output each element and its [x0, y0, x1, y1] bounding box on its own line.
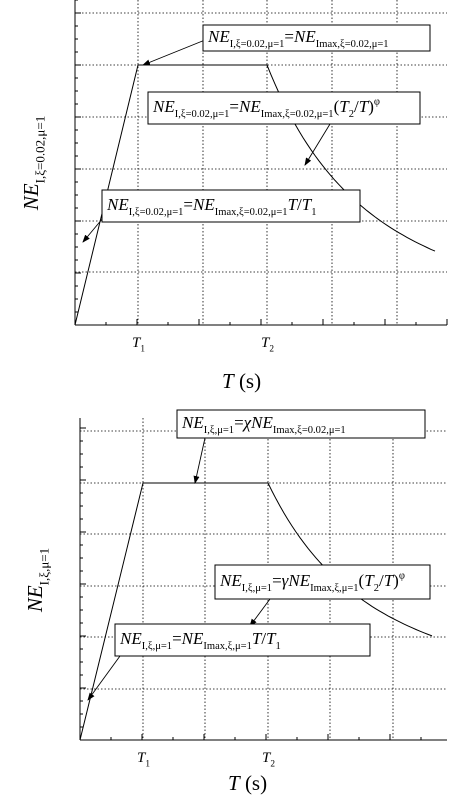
- text-part: =: [229, 97, 239, 116]
- text-part: T: [222, 369, 235, 393]
- text-part: (s): [234, 369, 261, 393]
- text-part: (s): [240, 771, 267, 795]
- text-part: I,ξ,μ=1: [242, 583, 272, 594]
- text-part: T: [137, 750, 147, 766]
- annotation-text: NEI,ξ=0.02,μ=1=NEImax,ξ=0.02,μ=1(T2/T)φ: [152, 96, 380, 120]
- text-part: /: [297, 195, 302, 214]
- text-part: Imax,ξ=0.02,μ=1: [273, 425, 346, 436]
- text-part: 1: [145, 760, 150, 770]
- x-axis-label: T (s): [222, 369, 261, 393]
- text-part: 2: [270, 760, 275, 770]
- annotation-box: [114, 623, 371, 657]
- annotation-text: NEI,ξ=0.02,μ=1=NEImax,ξ=0.02,μ=1T/T1: [106, 195, 317, 218]
- text-part: Imax,ξ=0.02,μ=1: [261, 109, 334, 120]
- text-part: T: [266, 629, 277, 648]
- text-part: Imax,ξ,μ=1: [310, 583, 358, 594]
- annotation-box: [147, 91, 421, 125]
- text-part: T: [288, 195, 299, 214]
- text-part: I,ξ=0.02,μ=1: [129, 207, 184, 218]
- text-part: T: [228, 771, 241, 795]
- annotation-arrow: [249, 598, 271, 627]
- annotation-text: NEI,ξ,μ=1=γNEImax,ξ,μ=1(T2/T)φ: [219, 570, 405, 594]
- text-part: /: [261, 629, 266, 648]
- text-part: NE: [207, 27, 230, 46]
- annotation-box: [214, 564, 431, 600]
- text-part: I,ξ=0.02,μ=1: [32, 116, 47, 184]
- x-tick-label: T1: [132, 335, 145, 355]
- text-part: T: [261, 335, 271, 351]
- text-part: NE: [250, 413, 273, 432]
- text-part: ): [368, 97, 374, 116]
- text-part: Imax,ξ=0.02,μ=1: [316, 39, 389, 50]
- text-part: (: [334, 97, 340, 116]
- annotation-box: [101, 189, 361, 223]
- annotation-arrow: [304, 123, 331, 166]
- text-part: =: [284, 27, 294, 46]
- text-part: /: [379, 571, 384, 590]
- text-part: NE: [287, 571, 310, 590]
- text-part: NE: [192, 195, 215, 214]
- annotation-arrow: [193, 437, 206, 484]
- text-part: T: [302, 195, 313, 214]
- x-tick-label: T2: [262, 750, 275, 770]
- y-axis-label: NEI,ξ,μ=1: [23, 548, 51, 613]
- spectrum-curve: [79, 482, 433, 741]
- text-part: NE: [19, 183, 43, 211]
- chart: T1 T2T (s)NEI,ξ=0.02,μ=1NEI,ξ=0.02,μ=1=NE…: [19, 0, 448, 393]
- text-part: /: [354, 97, 359, 116]
- text-part: =: [234, 413, 244, 432]
- y-axis-label: NEI,ξ=0.02,μ=1: [19, 116, 47, 211]
- annotation-arrow: [142, 39, 206, 66]
- text-part: I,ξ,μ=1: [36, 548, 51, 585]
- text-part: I,ξ,μ=1: [142, 641, 172, 652]
- text-part: T: [364, 571, 375, 590]
- text-part: I,ξ,μ=1: [204, 425, 234, 436]
- text-part: NE: [119, 629, 142, 648]
- text-part: φ: [374, 96, 380, 107]
- annotation-box: [176, 409, 426, 439]
- text-part: χ: [242, 413, 252, 432]
- annotation-text: NEI,ξ,μ=1=NEImax,ξ,μ=1T/T1: [119, 629, 281, 652]
- text-part: Imax,ξ=0.02,μ=1: [215, 207, 288, 218]
- text-part: 1: [140, 345, 145, 355]
- x-axis-label: T (s): [228, 771, 267, 795]
- text-part: =: [183, 195, 193, 214]
- text-part: I,ξ=0.02,μ=1: [230, 39, 285, 50]
- text-part: 1: [311, 207, 316, 218]
- text-part: φ: [399, 570, 405, 581]
- text-part: =: [272, 571, 282, 590]
- text-part: 2: [374, 583, 379, 594]
- text-part: (: [359, 571, 365, 590]
- text-part: 2: [349, 109, 354, 120]
- text-part: NE: [293, 27, 316, 46]
- annotation-box: [202, 24, 431, 52]
- text-part: T: [359, 97, 370, 116]
- x-tick-label: T1: [137, 750, 150, 770]
- text-part: NE: [238, 97, 261, 116]
- text-part: T: [252, 629, 263, 648]
- text-part: T: [339, 97, 350, 116]
- text-part: NE: [152, 97, 175, 116]
- text-part: 2: [269, 345, 274, 355]
- annotation-arrow: [87, 655, 121, 701]
- text-part: NE: [181, 413, 204, 432]
- text-part: Imax,ξ,μ=1: [203, 641, 251, 652]
- text-part: I,ξ=0.02,μ=1: [175, 109, 230, 120]
- annotation-text: NEI,ξ=0.02,μ=1=NEImax,ξ=0.02,μ=1: [207, 27, 389, 50]
- text-part: γ: [282, 571, 290, 590]
- text-part: T: [132, 335, 142, 351]
- text-part: T: [384, 571, 395, 590]
- text-part: =: [172, 629, 182, 648]
- text-part: NE: [106, 195, 129, 214]
- text-part: NE: [181, 629, 204, 648]
- x-tick-label: T2: [261, 335, 274, 355]
- text-part: NE: [219, 571, 242, 590]
- text-part: T: [262, 750, 272, 766]
- chart: T1 T2T (s)NEI,ξ,μ=1NEI,ξ,μ=1=χNEImax,ξ=0.…: [23, 409, 447, 795]
- annotation-text: NEI,ξ,μ=1=χNEImax,ξ=0.02,μ=1: [181, 413, 346, 436]
- text-part: NE: [23, 585, 47, 613]
- text-part: 1: [276, 641, 281, 652]
- text-part: ): [393, 571, 399, 590]
